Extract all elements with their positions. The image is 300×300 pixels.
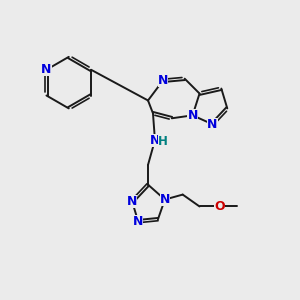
Text: N: N (150, 134, 160, 147)
Text: N: N (160, 193, 170, 206)
Text: N: N (133, 215, 143, 228)
Text: H: H (158, 135, 168, 148)
Text: O: O (214, 200, 225, 213)
Text: N: N (127, 195, 137, 208)
Text: N: N (207, 118, 218, 131)
Text: N: N (41, 63, 52, 76)
Text: N: N (188, 109, 198, 122)
Text: N: N (158, 74, 168, 87)
